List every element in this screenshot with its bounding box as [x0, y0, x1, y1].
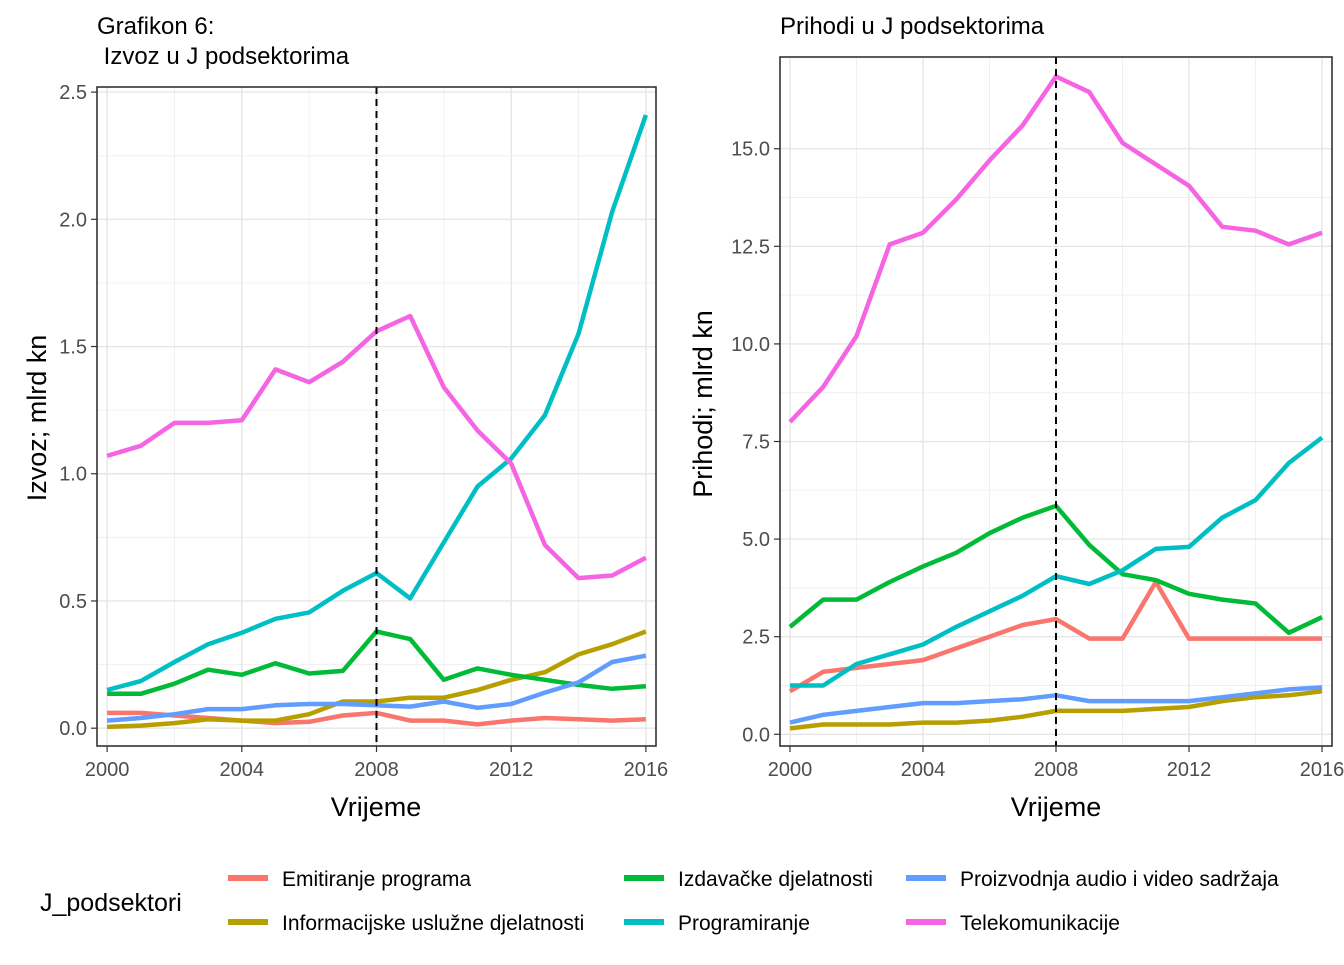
y-tick-label: 5.0 [742, 529, 770, 551]
x-tick-label: 2004 [220, 759, 265, 781]
plot-area: 2000 2004 2008 2012 2016 0.0 0.5 1.0 1.5 2.0 2.5 [59, 82, 668, 781]
y-tick-label: 2.0 [59, 209, 87, 231]
plot-area: 2000 2004 2008 2012 2016 0.0 2.5 5.0 7.5 10.0 12.5… [731, 56, 1344, 781]
panel-export: Grafikon 6: Izvoz u J podsektorima Izvoz… [22, 13, 668, 822]
legend-item: Proizvodnja audio i video sadržaja [906, 868, 1279, 891]
x-tick-label: 2016 [1300, 759, 1344, 781]
panel-title: Grafikon 6: [97, 13, 214, 40]
legend-label: Emitiranje programa [282, 868, 471, 891]
x-axis-label: Vrijeme [331, 792, 422, 822]
legend-label: Proizvodnja audio i video sadržaja [960, 868, 1279, 891]
legend-label: Telekomunikacije [960, 912, 1120, 935]
x-tick-label: 2016 [624, 759, 669, 781]
x-tick-label: 2008 [1034, 759, 1079, 781]
y-tick-label: 10.0 [731, 334, 770, 356]
y-tick-label: 1.0 [59, 464, 87, 486]
x-tick-label: 2012 [489, 759, 534, 781]
legend-item: Informacijske uslužne djelatnosti [228, 912, 584, 935]
panel-revenue: Prihodi u J podsektorima Prihodi; mlrd k… [688, 13, 1344, 822]
y-tick-label: 0.0 [742, 724, 770, 746]
y-tick-label: 1.5 [59, 337, 87, 359]
legend-label: Izdavačke djelatnosti [678, 868, 873, 891]
panel-subtitle: Izvoz u J podsektorima [97, 43, 350, 70]
legend-item: Emitiranje programa [228, 868, 471, 891]
legend-item: Izdavačke djelatnosti [624, 868, 873, 891]
x-tick-label: 2000 [768, 759, 813, 781]
series-line [788, 74, 1323, 424]
y-tick-label: 2.5 [742, 627, 770, 649]
x-axis-label: Vrijeme [1011, 792, 1102, 822]
panel-title: Prihodi u J podsektorima [780, 13, 1045, 40]
legend-item: Programiranje [624, 912, 810, 935]
x-tick-label: 2012 [1167, 759, 1212, 781]
panel-border [96, 86, 657, 747]
y-axis-label: Prihodi; mlrd kn [688, 310, 718, 498]
y-tick-label: 7.5 [742, 432, 770, 454]
y-tick-label: 0.0 [59, 718, 87, 740]
series-line [788, 579, 1322, 694]
legend: J_podsektori Emitiranje programa Informac… [40, 868, 1279, 935]
legend-label: Informacijske uslužne djelatnosti [282, 912, 584, 935]
y-tick-label: 2.5 [59, 82, 87, 104]
y-tick-label: 12.5 [731, 236, 770, 258]
y-axis-label: Izvoz; mlrd kn [22, 335, 52, 502]
legend-title: J_podsektori [40, 889, 182, 917]
legend-item: Telekomunikacije [906, 912, 1120, 935]
y-tick-label: 15.0 [731, 139, 770, 161]
x-tick-label: 2008 [354, 759, 399, 781]
x-tick-label: 2000 [85, 759, 130, 781]
legend-label: Programiranje [678, 912, 810, 935]
x-tick-label: 2004 [901, 759, 946, 781]
y-tick-label: 0.5 [59, 591, 87, 613]
panel-border [779, 56, 1333, 747]
